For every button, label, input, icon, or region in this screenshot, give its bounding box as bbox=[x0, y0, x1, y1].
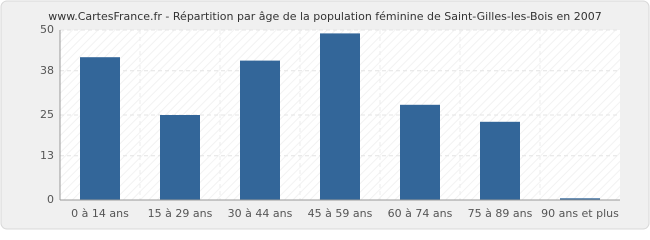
y-tick-label: 0 bbox=[47, 193, 54, 206]
bar bbox=[560, 198, 600, 200]
bar bbox=[240, 60, 280, 200]
bar bbox=[320, 33, 360, 201]
chart-title: www.CartesFrance.fr - Répartition par âg… bbox=[48, 10, 602, 23]
chart: www.CartesFrance.fr - Répartition par âg… bbox=[0, 0, 650, 230]
x-tick-label: 60 à 74 ans bbox=[388, 207, 453, 220]
y-tick-label: 50 bbox=[40, 23, 54, 36]
bar bbox=[480, 121, 520, 200]
page: {"chart_data": {"type": "bar", "title": … bbox=[0, 0, 650, 230]
y-tick-label: 25 bbox=[40, 108, 54, 121]
bar bbox=[160, 115, 200, 200]
y-tick-label: 38 bbox=[40, 64, 54, 77]
x-tick-label: 90 ans et plus bbox=[541, 207, 619, 220]
x-tick-label: 0 à 14 ans bbox=[71, 207, 129, 220]
bar bbox=[400, 104, 440, 200]
y-tick-label: 13 bbox=[40, 149, 54, 162]
bar bbox=[80, 57, 120, 201]
x-tick-label: 30 à 44 ans bbox=[228, 207, 293, 220]
x-tick-label: 15 à 29 ans bbox=[148, 207, 213, 220]
x-tick-label: 75 à 89 ans bbox=[468, 207, 533, 220]
x-tick-label: 45 à 59 ans bbox=[308, 207, 373, 220]
